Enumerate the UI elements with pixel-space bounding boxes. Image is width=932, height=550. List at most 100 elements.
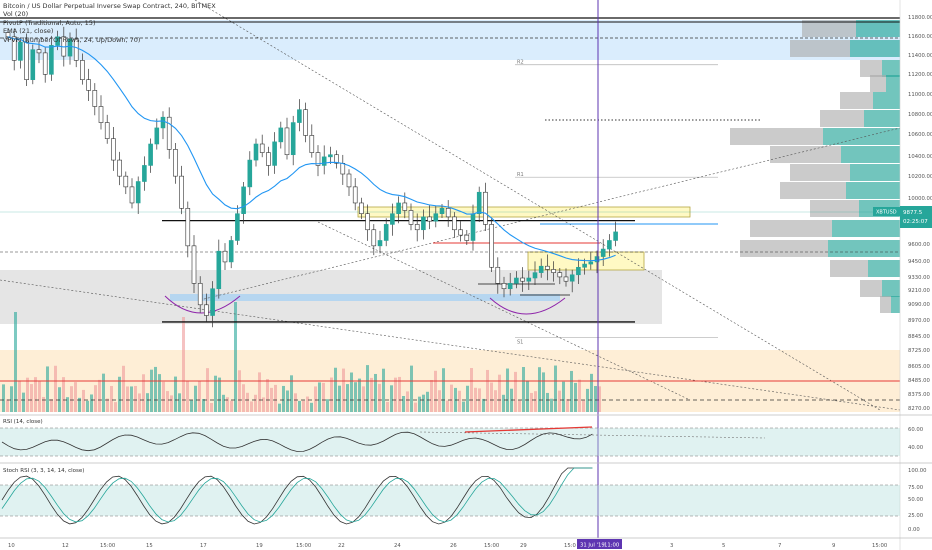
volume-bar <box>186 380 189 412</box>
candle-body <box>495 266 501 284</box>
candle-body <box>470 213 476 241</box>
candle-body <box>532 272 538 279</box>
price-tick-label: 11600.00 <box>908 34 932 40</box>
candle-body <box>489 224 494 268</box>
candle-body <box>36 49 42 54</box>
volume-bar <box>230 400 233 412</box>
vpvr-row-up <box>846 182 900 199</box>
price-tick-label: 10800.00 <box>908 112 932 118</box>
volume-bar <box>198 380 201 412</box>
vpvr-row-down <box>790 164 850 181</box>
price-axis-bg <box>900 0 932 550</box>
cursor-time-tag[interactable] <box>577 539 622 549</box>
candle-body <box>501 283 507 290</box>
trendline-descending-lower <box>0 279 901 411</box>
time-tick-label: 7 <box>778 543 781 549</box>
candle-body <box>507 283 513 290</box>
volume-bar <box>402 395 405 412</box>
stoch-d-line <box>1 467 593 523</box>
volume-bar <box>354 382 357 412</box>
candle-body <box>98 106 104 123</box>
pivot-r1-label: R1 <box>517 172 524 178</box>
candle-body <box>67 38 73 57</box>
candle-body <box>235 213 240 241</box>
candle-body <box>135 181 141 204</box>
candle-body <box>272 141 277 166</box>
volume-bar <box>122 365 125 412</box>
indicator-volume[interactable]: Vol (20) <box>3 10 29 19</box>
candle-body <box>290 122 296 156</box>
candle-body <box>328 154 333 158</box>
volume-bar <box>294 393 297 412</box>
vpvr-row-down <box>790 40 850 57</box>
time-tick-label: 19 <box>256 543 263 549</box>
price-tick-label: 9600.00 <box>908 242 931 248</box>
candle-body <box>154 127 160 145</box>
volume-bar <box>574 382 577 412</box>
volume-bar <box>118 376 121 412</box>
vpvr-row-up <box>864 110 900 127</box>
volume-bar <box>126 386 129 412</box>
candle-body <box>421 216 426 231</box>
volume-bar <box>98 379 101 412</box>
indicator-ema[interactable]: EMA (21, close) <box>3 27 54 36</box>
vpvr-row-down <box>750 220 832 237</box>
candle-body <box>197 283 203 306</box>
volume-bar <box>222 394 225 412</box>
candle-body <box>464 234 470 241</box>
candle-body <box>427 216 432 222</box>
volume-bar <box>498 374 501 412</box>
volume-bar <box>314 386 317 412</box>
indicator-vpvr[interactable]: VPVR (Number Of Rows, 24, Up/Down, 70) <box>3 35 141 44</box>
candle-body <box>204 304 209 316</box>
candle-body <box>123 175 129 188</box>
candle-body <box>452 216 457 231</box>
volume-bar <box>318 382 321 412</box>
vpvr-row-down <box>820 110 864 127</box>
candle-body <box>613 231 618 241</box>
candle-body <box>402 202 408 211</box>
candle-body <box>253 143 259 161</box>
volume-bar <box>146 393 149 412</box>
current-price-tag <box>900 206 932 228</box>
stoch-band <box>0 485 900 516</box>
vpvr-row-up <box>856 20 900 37</box>
time-tick-label: 15:00 <box>100 543 116 549</box>
symbol-title[interactable]: Bitcoin / US Dollar Perpetual Inverse Sw… <box>3 2 216 10</box>
candle-body <box>582 263 587 268</box>
candle-body <box>42 52 48 75</box>
volume-bar <box>242 384 245 412</box>
time-tick-label: 15 <box>146 543 153 549</box>
candle-body <box>433 213 439 222</box>
price-tick-label: 10600.00 <box>908 132 932 138</box>
volume-bar <box>502 394 505 412</box>
volume-bar <box>218 377 221 412</box>
volume-bar <box>214 375 217 412</box>
candle-body <box>588 261 594 265</box>
volume-bar <box>570 370 573 412</box>
volume-bar <box>74 382 77 412</box>
indicator-pivot[interactable]: PivotP (Traditional, Auto, 15) <box>3 18 96 27</box>
volume-bar <box>82 389 85 412</box>
candle-body <box>321 156 327 166</box>
volume-bar <box>62 377 65 412</box>
vpvr-row-up <box>828 240 900 257</box>
volume-bar <box>550 398 553 412</box>
volume-bar <box>598 386 601 412</box>
volume-bar <box>102 373 105 412</box>
price-tick-label: 11800.00 <box>908 15 932 21</box>
candle-body <box>18 41 23 61</box>
candle-body <box>278 127 284 143</box>
volume-bar <box>302 400 305 412</box>
volume-bar <box>382 368 385 412</box>
candle-body <box>594 256 600 263</box>
vpvr-row-down <box>770 146 841 163</box>
volume-bar <box>26 377 29 412</box>
stoch-tick-label: 100.00 <box>908 468 927 474</box>
volume-bar <box>346 384 349 412</box>
volume-bar <box>358 378 361 412</box>
rounded-bottom-left <box>164 295 241 314</box>
volume-bar <box>18 380 21 412</box>
price-tick-label: 11200.00 <box>908 72 932 78</box>
